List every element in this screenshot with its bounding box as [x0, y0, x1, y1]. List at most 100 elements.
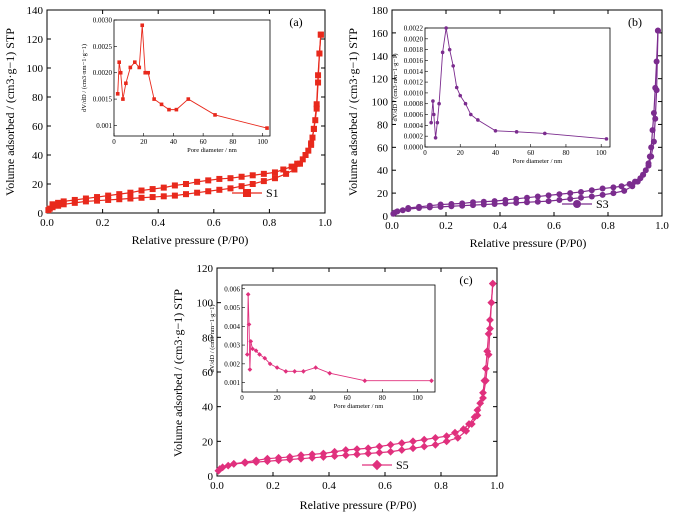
data-point-desorption: [524, 194, 530, 201]
inset-y-tick-label: 0.003: [224, 342, 240, 350]
inset-chart: 0 20 40 60 80 100 0.001 0.002 0.003 0.004 0.005 0.0…: [209, 284, 436, 410]
data-point-desorption: [271, 169, 278, 176]
inset-data-point: [463, 101, 468, 106]
data-point-adsorption: [610, 190, 617, 197]
data-point-desorption: [312, 117, 319, 124]
inset-y-tick-label: 0.006: [224, 285, 240, 293]
inset-y-tick-label: 0.0020: [93, 69, 113, 77]
data-point-adsorption: [431, 440, 440, 449]
inset-data-point: [128, 65, 133, 70]
y-tick-label: 180: [372, 5, 389, 17]
data-point-adsorption: [386, 447, 395, 456]
inset-data-point: [283, 369, 289, 374]
inset-data-point: [174, 107, 179, 112]
data-point-desorption: [353, 445, 361, 454]
y-tick-label: 20: [202, 436, 214, 448]
inset-data-point: [476, 118, 480, 122]
inset-y-tick-label: 0.0018: [404, 46, 424, 54]
inset-data-point: [543, 131, 547, 136]
data-point-adsorption: [621, 187, 628, 194]
data-point-desorption: [637, 175, 644, 182]
data-point-adsorption: [260, 178, 267, 185]
inset-data-point: [118, 70, 123, 75]
data-point-desorption: [578, 188, 584, 195]
data-point-adsorption: [183, 191, 189, 198]
inset-y-tick-label: 0.0000: [404, 144, 424, 152]
data-point-desorption: [567, 190, 574, 197]
inset-y-tick-label: 0.002: [224, 360, 240, 368]
y-axis-label: Volume adsorbed / (cm3·g−1) STP: [346, 28, 360, 196]
data-point-desorption: [82, 195, 89, 202]
inset-data-point: [327, 370, 333, 376]
data-point-desorption: [330, 447, 339, 456]
inset-x-tick-label: 100: [596, 149, 607, 157]
inset-data-point: [447, 47, 452, 52]
inset-x-tick-label: 80: [379, 394, 387, 402]
data-point-desorption: [632, 178, 638, 185]
inset-x-tick-label: 20: [457, 149, 465, 157]
data-point-desorption: [431, 433, 440, 442]
inset-y-tick-label: 0.0025: [93, 43, 113, 51]
inset-x-tick-label: 40: [170, 138, 178, 146]
y-tick-label: 40: [32, 150, 44, 162]
inset-data-point: [469, 112, 473, 117]
legend-marker: [573, 200, 581, 208]
data-point-desorption: [488, 279, 497, 288]
data-point-adsorption: [205, 188, 212, 195]
inset-data-point: [458, 93, 463, 98]
y-tick-label: 120: [197, 263, 214, 275]
data-point-adsorption: [556, 196, 563, 203]
data-point-desorption: [470, 199, 476, 206]
data-point-desorption: [470, 413, 479, 421]
data-point-desorption: [476, 399, 485, 408]
x-tick-label: 0.4: [151, 217, 165, 229]
data-point-adsorption: [399, 207, 406, 214]
data-point-desorption: [375, 442, 384, 451]
data-point-desorption: [545, 192, 552, 199]
data-point-desorption: [285, 453, 294, 461]
legend-marker: [371, 459, 383, 471]
data-point-desorption: [480, 198, 487, 205]
data-point-adsorption: [599, 191, 606, 198]
inset-y-tick-label: 0.001: [224, 379, 240, 387]
data-point-adsorption: [578, 194, 584, 201]
data-point-desorption: [649, 127, 656, 134]
data-point-adsorption: [283, 170, 290, 177]
inset-data-point: [444, 26, 448, 30]
inset-x-axis-label: Pore diameter / nm: [187, 147, 237, 154]
x-tick-label: 1.0: [490, 480, 504, 492]
y-tick-label: 100: [27, 63, 44, 75]
data-point-adsorption: [420, 442, 429, 451]
data-point-desorption: [653, 58, 660, 65]
inset-x-tick-label: 60: [344, 394, 352, 402]
inset-data-point: [262, 355, 268, 361]
inset-y-tick-label: 0.0030: [93, 17, 113, 25]
y-tick-label: 0: [383, 211, 389, 223]
inset-data-point: [133, 60, 137, 64]
inset-data-point: [115, 92, 120, 96]
x-tick-label: 0.8: [601, 220, 615, 232]
inset-data-point: [292, 369, 297, 374]
inset-y-tick-label: 0.0012: [404, 79, 424, 87]
inset-data-point: [140, 23, 145, 28]
data-point-desorption: [484, 329, 493, 338]
x-tick-label: 0.2: [266, 480, 280, 492]
inset-data-point: [301, 369, 306, 374]
inset-data-point: [437, 101, 441, 106]
data-point-adsorption: [138, 194, 145, 201]
data-point-desorption: [194, 178, 201, 185]
data-point-adsorption: [453, 433, 462, 442]
inset-chart: 0 20 40 60 80 100 0.0000 0.0002 0.0004 0.0006 0.00…: [392, 25, 611, 165]
series-line-desorption: [408, 30, 659, 209]
data-point-desorption: [502, 196, 509, 203]
inset-data-point: [435, 120, 440, 125]
data-point-desorption: [646, 153, 653, 160]
data-point-adsorption: [353, 450, 361, 459]
data-point-adsorption: [364, 449, 373, 458]
inset-data-point: [257, 352, 262, 357]
inset-data-point: [213, 113, 217, 117]
inset-series-line: [246, 294, 432, 382]
data-point-adsorption: [397, 446, 406, 454]
y-axis-label: Volume adsorbed / (cm3·g−1) STP: [171, 289, 185, 457]
data-point-adsorption: [171, 192, 178, 199]
